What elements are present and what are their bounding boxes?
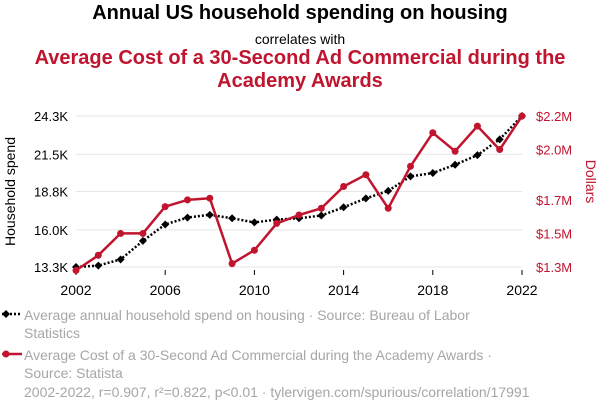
data-point-circle (496, 146, 504, 154)
legend-swatch-dotted-diamond (2, 310, 22, 318)
data-point-diamond (406, 172, 415, 181)
data-point-diamond (428, 168, 437, 177)
data-point-circle (228, 260, 236, 268)
data-point-circle (72, 266, 80, 274)
left-tick-label: 13.3K (34, 260, 68, 275)
x-tick-label: 2010 (239, 282, 270, 298)
data-point-circle (384, 204, 392, 212)
data-point-circle (94, 251, 102, 259)
data-point-circle (407, 162, 414, 170)
left-tick-label: 18.8K (34, 185, 68, 200)
right-tick-label: $2.2M (536, 109, 572, 124)
data-point-diamond (473, 151, 482, 160)
right-tick-label: $1.3M (536, 260, 572, 275)
data-point-diamond (339, 203, 348, 212)
data-point-diamond (495, 135, 504, 144)
legend-label-household-spend: Average annual household spend on housin… (24, 307, 470, 341)
data-point-diamond (228, 214, 237, 223)
right-tick-label: $1.5M (536, 226, 572, 241)
data-point-diamond (138, 236, 147, 245)
data-point-diamond (250, 218, 259, 227)
data-point-diamond (317, 211, 326, 220)
data-point-diamond (384, 186, 393, 195)
data-point-circle (451, 147, 459, 155)
data-point-circle (340, 182, 348, 190)
x-tick-label: 2014 (328, 282, 359, 298)
left-tick-label: 16.0K (34, 223, 68, 238)
data-point-circle (473, 122, 481, 130)
x-tick-label: 2002 (60, 282, 91, 298)
series-line-1 (75, 115, 524, 272)
x-tick-label: 2018 (417, 282, 448, 298)
data-point-circle (518, 112, 526, 120)
right-tick-label: $1.7M (536, 193, 572, 208)
legend-swatch-red-circle (2, 350, 22, 358)
left-tick-label: 24.3K (34, 109, 68, 124)
data-point-circle (250, 246, 258, 254)
data-point-circle (362, 171, 370, 179)
x-tick-label: 2022 (506, 282, 537, 298)
data-point-diamond (183, 213, 192, 222)
left-axis-label: Household spend (2, 137, 18, 246)
chart-connector-text: correlates with (254, 31, 346, 47)
data-point-circle (206, 194, 214, 202)
data-point-circle (273, 219, 281, 227)
data-point-circle (295, 211, 303, 219)
legend-label-ad-cost: Average Cost of a 30-Second Ad Commercia… (24, 347, 492, 381)
data-point-circle (139, 229, 147, 237)
right-axis-label: Dollars (583, 160, 599, 204)
right-tick-label: $2.0M (536, 143, 572, 158)
data-point-diamond (116, 255, 125, 264)
data-point-diamond (451, 160, 460, 169)
data-point-circle (317, 204, 325, 212)
data-point-diamond (94, 261, 103, 270)
data-point-circle (117, 229, 125, 237)
chart-title: Annual US household spending on housing (92, 2, 508, 24)
data-point-diamond (361, 194, 370, 203)
left-tick-label: 21.5K (34, 147, 68, 162)
data-point-circle (429, 129, 437, 137)
data-point-diamond (205, 210, 214, 219)
data-point-circle (161, 203, 169, 211)
data-point-diamond (161, 220, 170, 229)
chart-subtitle: Average Cost of a 30-Second Ad Commercia… (34, 47, 566, 92)
chart-footer: 2002-2022, r=0.907, r²=0.822, p<0.01 · t… (24, 384, 530, 400)
series-line-0 (75, 115, 523, 269)
data-point-circle (184, 196, 191, 204)
x-tick-label: 2006 (150, 282, 181, 298)
